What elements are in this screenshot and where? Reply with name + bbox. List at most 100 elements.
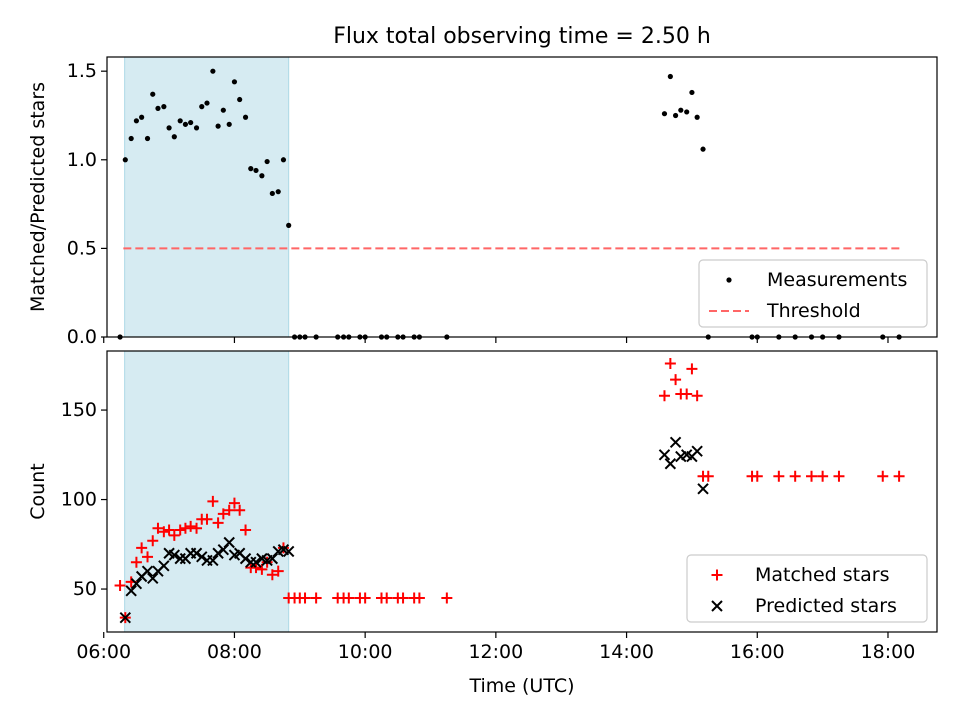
data-point <box>700 146 706 152</box>
data-point <box>694 114 700 120</box>
data-point <box>226 121 232 127</box>
data-point <box>261 556 273 568</box>
data-point <box>191 522 203 534</box>
data-point <box>158 526 170 538</box>
y-tick-label: 0.5 <box>67 237 97 259</box>
x-tick-label: 12:00 <box>468 641 523 663</box>
data-point <box>286 222 292 228</box>
series-matched-stars <box>114 358 905 624</box>
data-point <box>220 107 226 113</box>
data-point <box>147 535 159 547</box>
data-point <box>174 552 186 565</box>
series-predicted-stars <box>119 436 709 624</box>
data-point <box>661 111 668 117</box>
x-tick-label: 14:00 <box>599 641 654 663</box>
data-point <box>119 611 132 624</box>
data-point <box>223 536 235 549</box>
data-point <box>212 547 224 559</box>
data-point <box>697 483 709 495</box>
top-panel: 0.0 0.5 1.0 1.5 Matched/Predicted stars Measu… <box>27 56 938 348</box>
data-point <box>658 390 670 402</box>
x-tick-label: 16:00 <box>730 641 785 663</box>
data-point <box>256 563 268 575</box>
data-point <box>199 104 205 110</box>
y-tick-label: 150 <box>61 399 97 421</box>
data-point <box>125 585 137 597</box>
data-point <box>201 513 213 525</box>
legend-label: Predicted stars <box>755 595 897 617</box>
data-point <box>282 545 295 558</box>
series-measurements <box>117 68 902 340</box>
data-point <box>789 470 801 482</box>
data-point <box>166 125 172 131</box>
data-point <box>215 123 221 129</box>
data-point <box>259 173 265 179</box>
data-point <box>773 470 785 482</box>
data-point <box>155 105 161 111</box>
data-point <box>163 524 175 536</box>
data-point <box>182 121 189 127</box>
data-point <box>240 524 252 536</box>
data-point <box>817 470 829 482</box>
data-point <box>681 388 693 400</box>
data-point <box>269 190 275 197</box>
data-point <box>667 73 673 80</box>
data-point <box>147 572 159 585</box>
legend-box <box>686 554 928 623</box>
x-tick-label: 06:00 <box>76 641 131 663</box>
data-point <box>664 458 677 470</box>
data-point <box>231 79 238 85</box>
data-point <box>806 470 818 482</box>
data-point <box>168 529 180 541</box>
data-point <box>196 551 208 563</box>
data-point <box>158 560 170 572</box>
axes-frame <box>106 56 938 338</box>
x-tick-label: 08:00 <box>207 641 262 663</box>
data-point <box>272 565 284 577</box>
data-point <box>658 449 671 461</box>
data-point <box>190 547 203 559</box>
x-tick-label: 18:00 <box>861 641 916 663</box>
data-point <box>672 112 679 119</box>
y-tick-label: 1.5 <box>67 60 97 82</box>
data-point <box>122 157 128 163</box>
data-point <box>684 109 690 115</box>
y-tick-label: 1.0 <box>67 149 97 171</box>
data-point <box>264 158 270 165</box>
data-point <box>141 565 154 577</box>
data-point <box>150 91 156 97</box>
legend-label: Measurements <box>767 269 907 291</box>
data-point <box>130 556 142 568</box>
data-point <box>204 100 210 106</box>
data-point <box>686 363 698 375</box>
legend-box <box>698 259 928 328</box>
data-point <box>359 592 371 604</box>
data-point <box>185 520 197 532</box>
data-point <box>253 167 259 174</box>
legend-label: Threshold <box>766 300 861 322</box>
data-point <box>223 504 235 516</box>
data-point <box>678 107 684 113</box>
legend-marker <box>711 600 723 612</box>
data-point <box>702 470 714 482</box>
x-axis-label: Time (UTC) <box>468 675 574 697</box>
data-point <box>266 569 278 581</box>
data-point <box>277 542 289 554</box>
data-point <box>248 166 254 172</box>
data-point <box>207 554 219 567</box>
y-tick-label: 50 <box>73 578 97 600</box>
data-point <box>114 579 126 591</box>
data-point <box>217 508 229 520</box>
data-point <box>142 551 154 563</box>
data-point <box>280 157 287 163</box>
y-axis-label: Count <box>27 463 49 519</box>
legend-marker <box>726 277 732 283</box>
data-point <box>239 552 252 565</box>
legend-marker <box>711 569 723 581</box>
data-point <box>179 522 191 534</box>
y-tick-label: 0.0 <box>67 326 97 348</box>
data-point <box>171 134 177 140</box>
legend: Matched stars Predicted stars <box>686 554 928 623</box>
data-point <box>299 592 311 604</box>
